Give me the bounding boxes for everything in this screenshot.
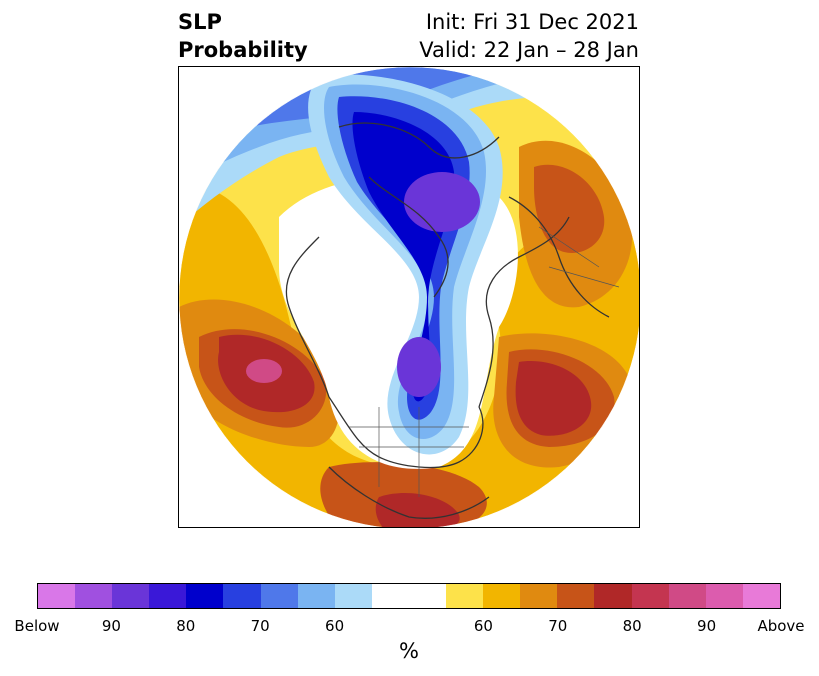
colorbar-segment <box>260 584 298 608</box>
forecast-dates: Init: Fri 31 Dec 2021 Valid: 22 Jan – 28… <box>419 8 639 64</box>
above-region-75-europe <box>534 164 605 253</box>
colorbar-segment <box>520 584 558 608</box>
below-region-90-arctic <box>404 172 480 232</box>
colorbar-segment <box>631 584 669 608</box>
colorbar-segment <box>112 584 150 608</box>
colorbar-segment <box>483 584 521 608</box>
colorbar-tick-label: 80 <box>622 617 642 635</box>
colorbar-unit: % <box>399 639 419 663</box>
colorbar-segment <box>446 584 484 608</box>
colorbar-tick-label: 60 <box>473 617 493 635</box>
colorbar-segment <box>75 584 113 608</box>
probability-label: Probability <box>178 38 308 62</box>
borders <box>349 226 620 497</box>
probability-map <box>179 67 639 527</box>
colorbar-segment <box>149 584 187 608</box>
above-region-80-atlantic <box>515 361 592 436</box>
init-date: Init: Fri 31 Dec 2021 <box>425 10 639 34</box>
colorbar-segment <box>186 584 224 608</box>
polar-map <box>178 66 640 528</box>
colorbar-segment <box>334 584 372 608</box>
colorbar-tick-label: 60 <box>325 617 345 635</box>
colorbar <box>37 583 781 609</box>
colorbar-segment <box>408 584 447 608</box>
colorbar-tick-label: 80 <box>176 617 196 635</box>
colorbar-segment <box>223 584 261 608</box>
above-region-80-south <box>375 493 460 527</box>
colorbar-segment <box>742 584 780 608</box>
variable-label: SLP <box>178 10 222 34</box>
colorbar-tick-label: 90 <box>101 617 121 635</box>
colorbar-segment <box>557 584 595 608</box>
colorbar-segment <box>705 584 743 608</box>
map-title: SLP Probability <box>178 8 308 64</box>
colorbar-segment <box>371 584 409 608</box>
colorbar-segment <box>297 584 335 608</box>
colorbar-tick-label: 70 <box>548 617 568 635</box>
colorbar-tick-label: Below <box>14 617 60 635</box>
colorbar-tick-label: 70 <box>250 617 270 635</box>
below-region-90-canada <box>397 337 441 397</box>
above-region-90-pacific <box>246 359 282 383</box>
valid-range: Valid: 22 Jan – 28 Jan <box>419 38 639 62</box>
colorbar-segment <box>594 584 632 608</box>
colorbar-segment <box>668 584 706 608</box>
colorbar-tick-label: 90 <box>697 617 717 635</box>
colorbar-segment <box>38 584 76 608</box>
colorbar-tick-label: Above <box>757 617 805 635</box>
